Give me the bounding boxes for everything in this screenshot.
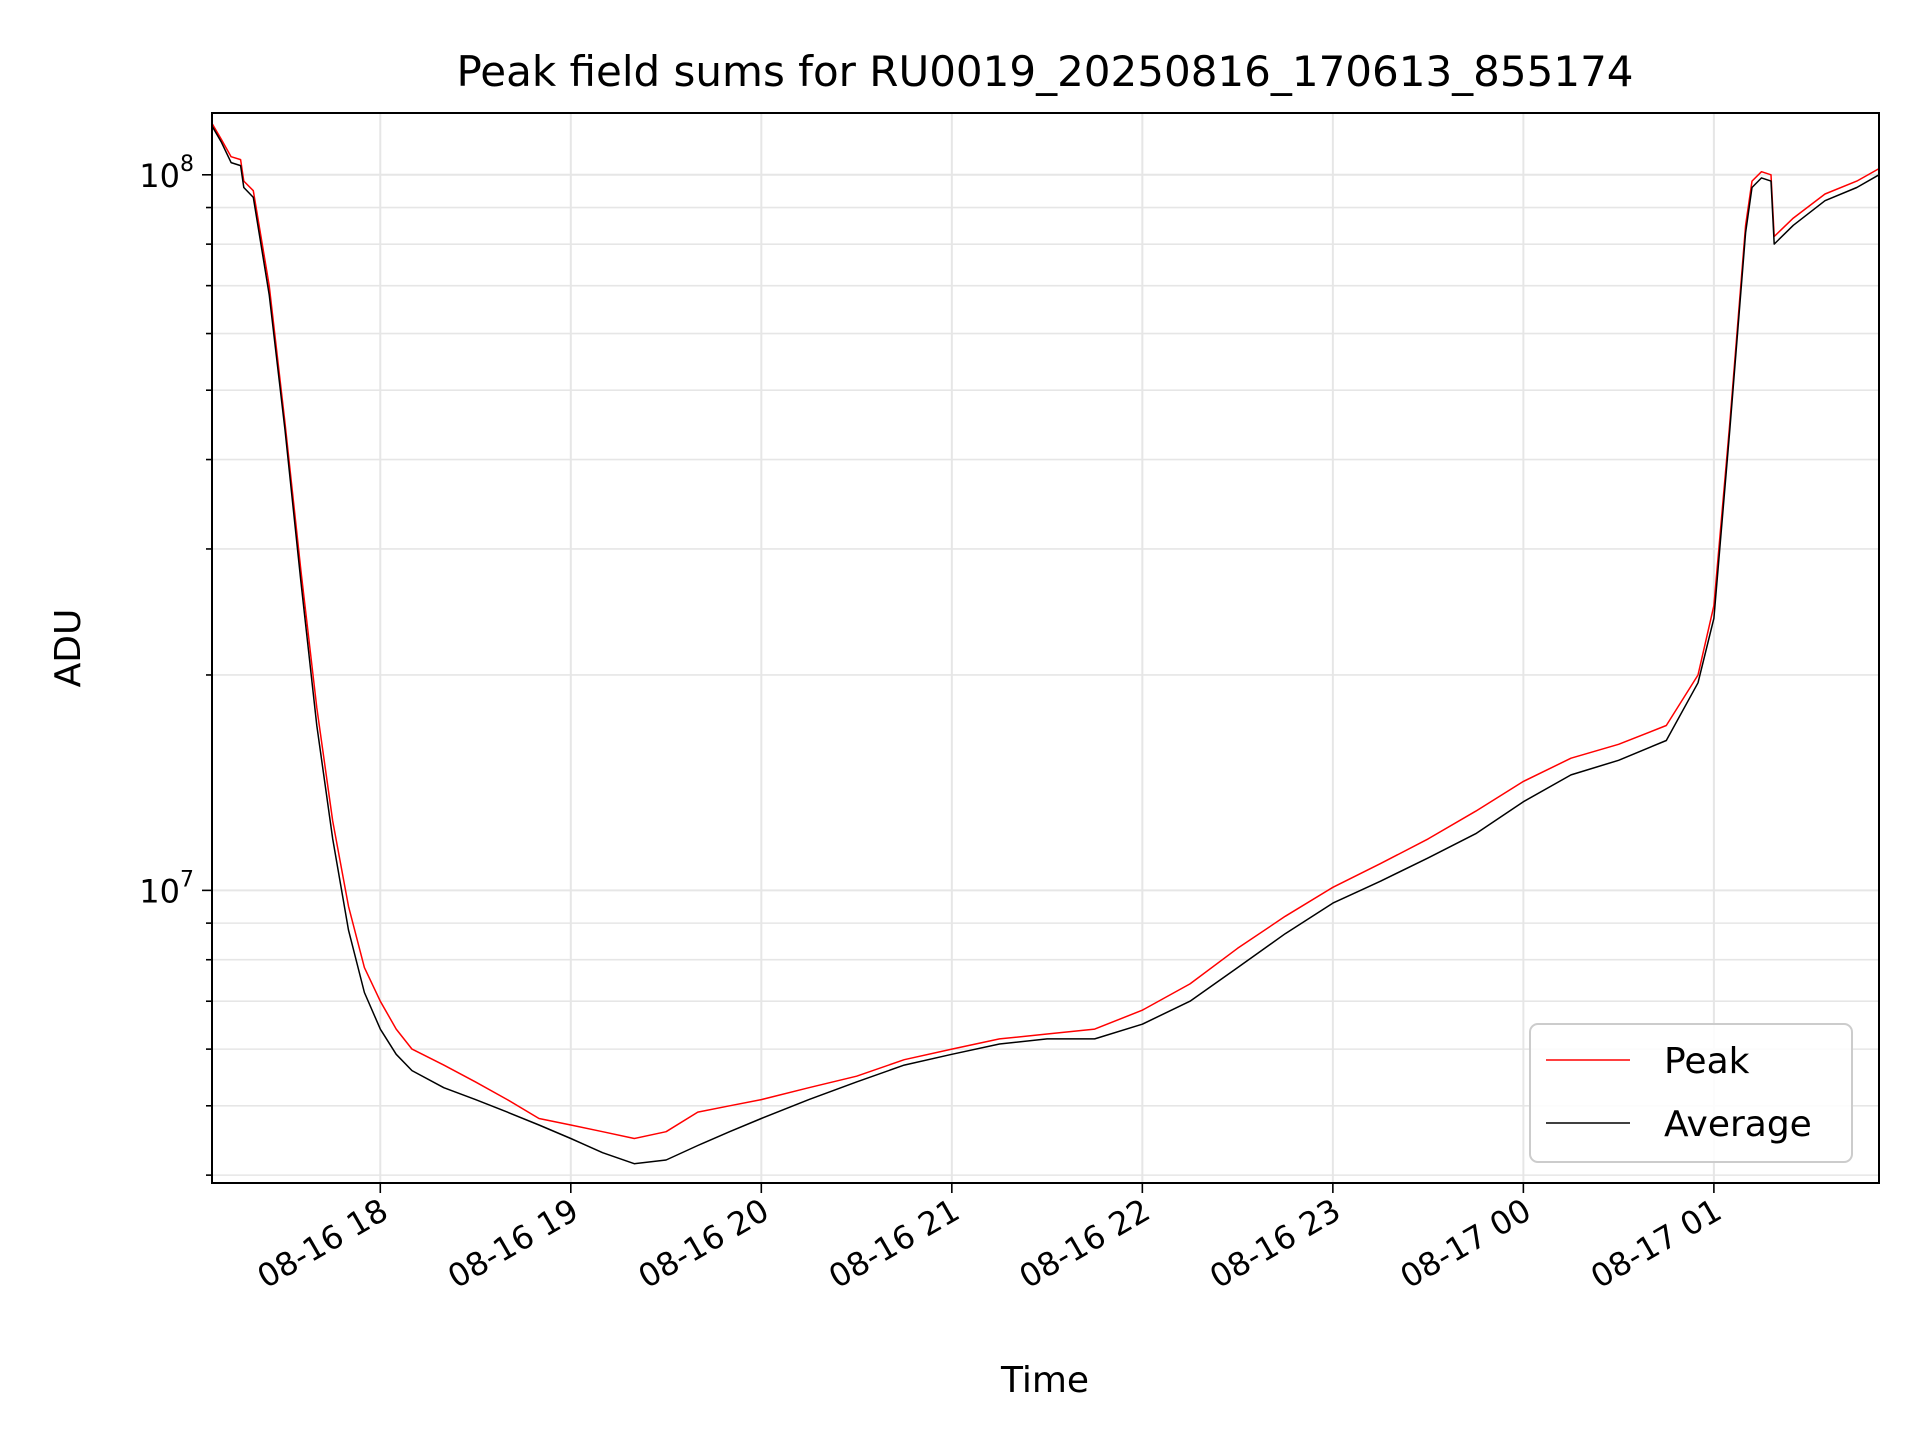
series-line-peak (211, 123, 1880, 1140)
series-line-average (211, 125, 1880, 1165)
y-tick-label: 108 (139, 152, 194, 195)
plot-frame (211, 112, 1880, 1184)
series-layer (211, 123, 1880, 1165)
legend-label-peak: Peak (1664, 1041, 1750, 1082)
legend: Peak Average (1529, 1023, 1853, 1163)
y-axis-label: ADU (48, 609, 89, 688)
chart-title: Peak field sums for RU0019_20250816_1706… (456, 47, 1633, 96)
y-tick-label: 107 (139, 867, 194, 910)
x-axis-label: Time (1000, 1360, 1089, 1401)
grid-lines (212, 113, 1879, 1183)
legend-label-average: Average (1664, 1104, 1812, 1145)
legend-box (1529, 1023, 1853, 1163)
